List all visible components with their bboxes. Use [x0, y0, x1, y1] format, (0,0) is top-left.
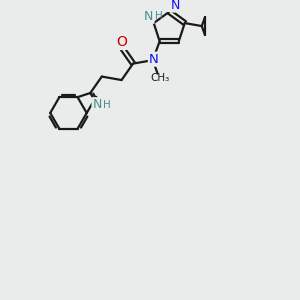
Text: N: N: [149, 53, 159, 66]
Text: O: O: [116, 35, 127, 49]
Text: H: H: [103, 100, 111, 110]
Text: CH₃: CH₃: [150, 74, 169, 83]
Text: N: N: [144, 10, 154, 23]
Text: N: N: [92, 98, 102, 111]
Text: N: N: [170, 0, 180, 12]
Text: H: H: [155, 11, 162, 21]
